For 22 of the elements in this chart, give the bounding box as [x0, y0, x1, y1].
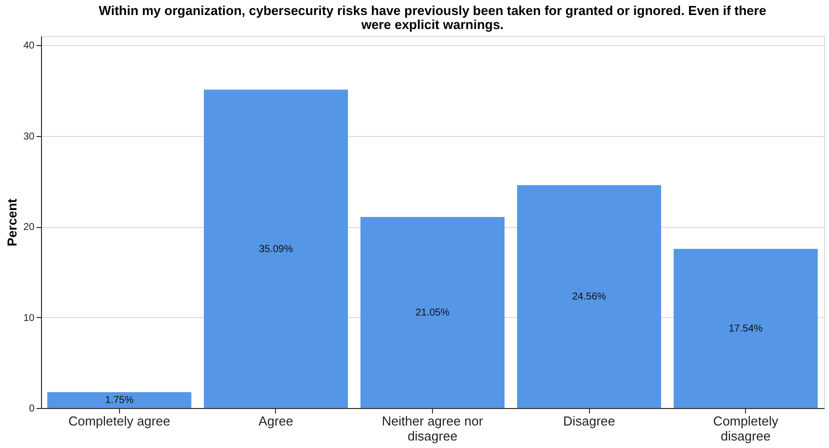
bar	[47, 392, 192, 408]
bar	[360, 217, 505, 408]
x-tick-label: Completely agree	[68, 414, 170, 428]
bar	[517, 185, 662, 408]
chart-title: Within my organization, cybersecurity risks have previously been taken for granted or ignored. Even if there were explicit warnings.	[98, 3, 766, 32]
data-label: 35.09%	[258, 244, 293, 255]
y-tick-label: 40	[23, 40, 35, 52]
bar	[674, 248, 818, 408]
y-tick-label: 0	[28, 404, 35, 414]
y-tick-label: 30	[23, 131, 35, 142]
y-axis-title: Percent	[4, 198, 20, 246]
data-label: 21.05%	[416, 308, 450, 319]
y-tick-label: 20	[23, 222, 35, 234]
x-tick-label: Agree	[258, 414, 294, 428]
x-tick-label: Completely disagree	[713, 414, 779, 444]
bar	[204, 90, 348, 408]
y-tick-label: 10	[23, 312, 35, 324]
data-label: 1.75%	[105, 395, 134, 406]
x-tick-label: Neither agree nor disagree	[382, 414, 484, 444]
x-tick-label: Disagree	[563, 414, 616, 428]
data-label: 17.54%	[728, 323, 763, 334]
data-label: 24.56%	[572, 292, 606, 303]
